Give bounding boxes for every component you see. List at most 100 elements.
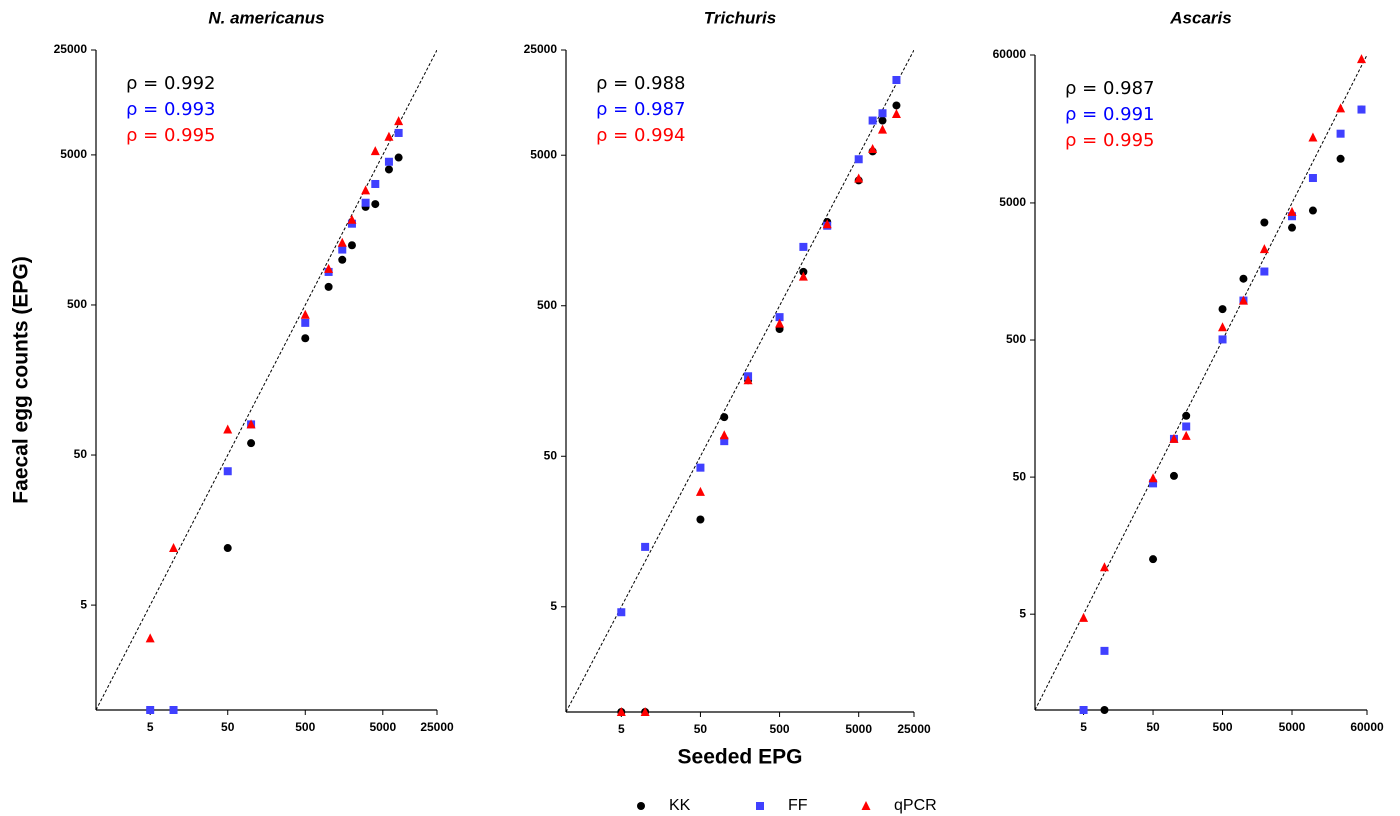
point (1182, 411, 1191, 420)
point (223, 424, 233, 434)
point (892, 75, 901, 84)
point (1079, 612, 1089, 622)
point (775, 318, 785, 328)
point (371, 200, 380, 209)
point (822, 219, 832, 229)
point (146, 706, 155, 714)
point (1169, 433, 1179, 443)
y-tick-label: 500 (537, 298, 557, 312)
rho-annotation: ρ = 0.995 (1065, 130, 1154, 151)
point (892, 101, 901, 110)
point (1259, 244, 1269, 254)
rho-annotation: ρ = 0.994 (596, 125, 685, 146)
point (1288, 212, 1297, 221)
point (696, 463, 705, 472)
point (743, 375, 753, 385)
x-tick-label: 25000 (897, 722, 931, 736)
point (719, 430, 729, 440)
rho-annotation: ρ = 0.991 (1065, 104, 1154, 125)
point (1336, 103, 1346, 113)
point (223, 467, 232, 476)
point (695, 486, 705, 496)
point (1336, 154, 1345, 163)
point (347, 241, 356, 250)
point (1308, 174, 1317, 183)
point (1287, 206, 1297, 216)
point (1357, 105, 1366, 114)
point (799, 242, 808, 251)
y-tick-label: 50 (544, 448, 558, 462)
legend-marker (756, 802, 764, 810)
point (394, 116, 404, 126)
rho-annotation: ρ = 0.995 (126, 125, 215, 146)
x-tick-label: 500 (295, 720, 315, 734)
y-tick-label: 500 (1006, 332, 1026, 346)
point (720, 413, 729, 422)
x-tick-label: 50 (221, 720, 235, 734)
point (145, 633, 155, 643)
point (1148, 473, 1158, 483)
legend-label: qPCR (894, 797, 937, 814)
panel-title: Ascaris (1169, 8, 1231, 27)
point (617, 608, 626, 617)
legend-label: FF (788, 797, 808, 814)
point (394, 153, 403, 162)
rho-annotation: ρ = 0.987 (596, 99, 685, 120)
x-tick-label: 500 (1213, 720, 1233, 734)
point (1356, 54, 1366, 64)
point (1336, 129, 1345, 138)
y-tick-label: 5000 (999, 195, 1026, 209)
point (338, 255, 347, 264)
x-tick-label: 500 (770, 722, 790, 736)
point (370, 146, 380, 156)
point (878, 116, 887, 125)
y-tick-label: 5 (80, 597, 87, 611)
identity-line (1035, 55, 1367, 710)
point (324, 282, 333, 291)
point (384, 157, 393, 166)
point (616, 707, 626, 716)
point (696, 515, 705, 524)
y-tick-label: 25000 (54, 42, 88, 56)
point (223, 544, 232, 553)
x-tick-label: 5 (147, 720, 154, 734)
legend-label: KK (669, 797, 691, 814)
x-tick-label: 50 (694, 722, 708, 736)
point (1100, 646, 1109, 655)
point (1169, 471, 1178, 480)
point (641, 542, 650, 551)
point (1308, 206, 1317, 215)
point (1260, 218, 1269, 227)
point (854, 173, 864, 183)
point (324, 263, 334, 273)
point (720, 437, 729, 446)
y-tick-label: 25000 (524, 42, 558, 56)
rho-annotation: ρ = 0.992 (126, 73, 215, 94)
y-tick-label: 50 (1013, 469, 1027, 483)
point (301, 334, 310, 343)
point (1308, 132, 1318, 142)
point (1218, 335, 1227, 344)
point (775, 313, 784, 322)
point (247, 439, 256, 448)
y-tick-label: 5000 (60, 147, 87, 161)
point (1260, 267, 1269, 276)
point (361, 198, 370, 207)
panel-title: N. americanus (208, 8, 324, 27)
identity-line (96, 50, 437, 710)
point (854, 155, 863, 164)
y-tick-label: 50 (74, 447, 88, 461)
point (1288, 223, 1297, 232)
point (891, 108, 901, 118)
y-tick-label: 5000 (530, 147, 557, 161)
point (640, 707, 650, 716)
point (868, 143, 878, 153)
y-axis-label: Faecal egg counts (EPG) (10, 256, 33, 503)
point (301, 318, 310, 327)
point (394, 128, 403, 137)
rho-annotation: ρ = 0.993 (126, 99, 215, 120)
point (1182, 422, 1191, 431)
point (338, 245, 347, 254)
panel-title: Trichuris (704, 8, 776, 27)
point (300, 309, 310, 319)
